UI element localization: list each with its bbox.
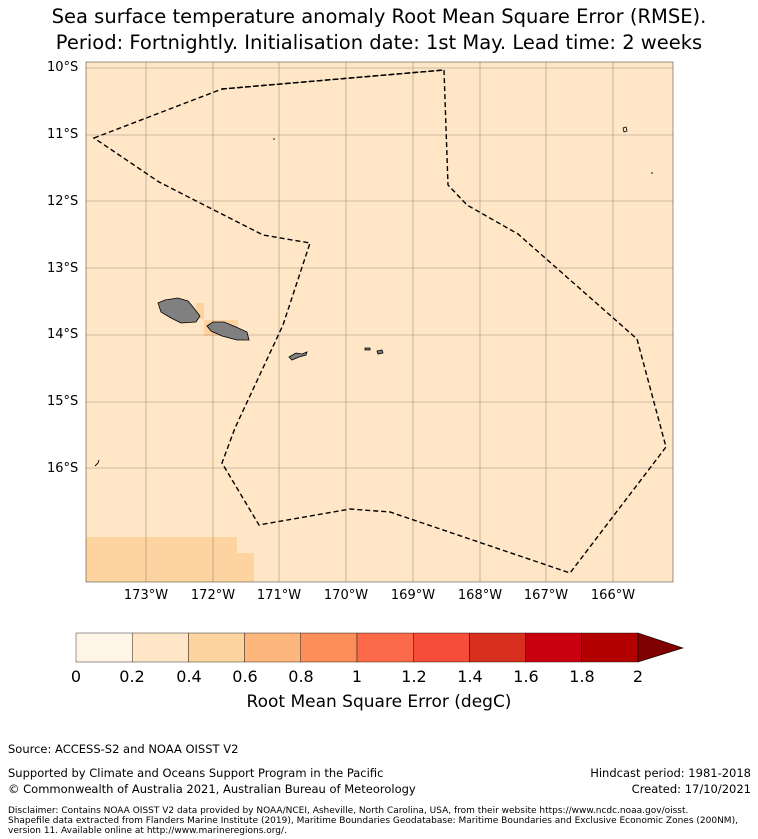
colorbar-extend-arrow (637, 632, 684, 663)
lat-label-13s: 13°S (47, 261, 79, 276)
colorbar-tick-0-4: 0.4 (176, 667, 202, 686)
lon-label-169w: 169°W (390, 588, 436, 603)
colorbar-segment (413, 632, 470, 663)
disclaimer-text: Disclaimer: Contains NOAA OISST V2 data … (8, 806, 756, 836)
island-rose-atoll (622, 126, 628, 133)
colorbar-segment (188, 632, 245, 663)
colorbar-label: Root Mean Square Error (degC) (246, 692, 512, 712)
rmse-patch-savaii (196, 303, 204, 319)
lat-label-11s: 11°S (47, 127, 79, 142)
eez-boundary-american-samoa (221, 69, 445, 90)
colorbar-tick-1-4: 1.4 (457, 667, 483, 686)
support-text: Supported by Climate and Oceans Support … (8, 766, 384, 780)
colorbar-tick-0-6: 0.6 (232, 667, 258, 686)
source-text: Source: ACCESS-S2 and NOAA OISST V2 (8, 742, 239, 756)
island-savaii (157, 297, 201, 324)
map (85, 61, 674, 583)
colorbar-segment (244, 632, 302, 663)
lat-label-14s: 14°S (47, 327, 79, 342)
title-line-2: Period: Fortnightly. Initialisation date… (55, 31, 703, 54)
colorbar-tick-1: 1 (351, 667, 363, 686)
lon-label-172w: 172°W (190, 588, 236, 603)
lon-label-168w: 168°W (457, 588, 503, 603)
colorbar-segment (525, 632, 582, 663)
hindcast-period-text: Hindcast period: 1981-2018 (590, 766, 751, 780)
lat-label-16s: 16°S (47, 461, 79, 476)
eez-boundary-samoa (92, 69, 667, 574)
colorbar-segment (131, 632, 189, 663)
chart-title: Sea surface temperature anomaly Root Mea… (0, 4, 758, 56)
colorbar-tick-1-8: 1.8 (569, 667, 595, 686)
colorbar-segment (75, 632, 133, 663)
disclaimer-line-2: Shapefile data extracted from Flanders M… (8, 816, 738, 826)
island-tutuila (288, 351, 308, 361)
colorbar-segment (581, 632, 639, 663)
rmse-patch-south (86, 537, 237, 582)
colorbar-tick-0: 0 (70, 667, 82, 686)
colorbar-tick-2: 2 (632, 667, 644, 686)
lat-label-15s: 15°S (47, 394, 79, 409)
disclaimer-line-3: version 11. Available online at http://w… (8, 826, 287, 836)
disclaimer-line-1: Disclaimer: Contains NOAA OISST V2 data … (8, 806, 689, 816)
island-tau (376, 349, 384, 355)
colorbar-tick-1-2: 1.2 (401, 667, 427, 686)
lon-label-166w: 166°W (590, 588, 636, 603)
island-upolu (206, 321, 250, 341)
colorbar-segment (300, 632, 358, 663)
colorbar-segment (469, 632, 526, 663)
island-swains (273, 138, 275, 140)
lat-label-10s: 10°S (47, 60, 79, 75)
island-ofu (364, 347, 371, 351)
colorbar-tick-0-2: 0.2 (119, 667, 145, 686)
rmse-patch-south-step (237, 553, 254, 582)
colorbar-tick-1-6: 1.6 (513, 667, 539, 686)
colorbar (75, 632, 684, 663)
lon-label-171w: 171°W (256, 588, 302, 603)
lon-label-167w: 167°W (523, 588, 569, 603)
colorbar-segments (75, 632, 639, 663)
lon-label-170w: 170°W (323, 588, 369, 603)
lon-label-173w: 173°W (123, 588, 169, 603)
map-frame (85, 61, 674, 583)
colorbar-segment (356, 632, 414, 663)
title-line-1: Sea surface temperature anomaly Root Mea… (51, 5, 707, 28)
island-small-east (651, 172, 653, 174)
island-wallis-edge (94, 459, 100, 467)
map-background (86, 62, 673, 582)
copyright-text: © Commonwealth of Australia 2021, Austra… (8, 782, 416, 796)
lat-label-12s: 12°S (47, 194, 79, 209)
created-date-text: Created: 17/10/2021 (631, 782, 751, 796)
colorbar-tick-0-8: 0.8 (288, 667, 314, 686)
